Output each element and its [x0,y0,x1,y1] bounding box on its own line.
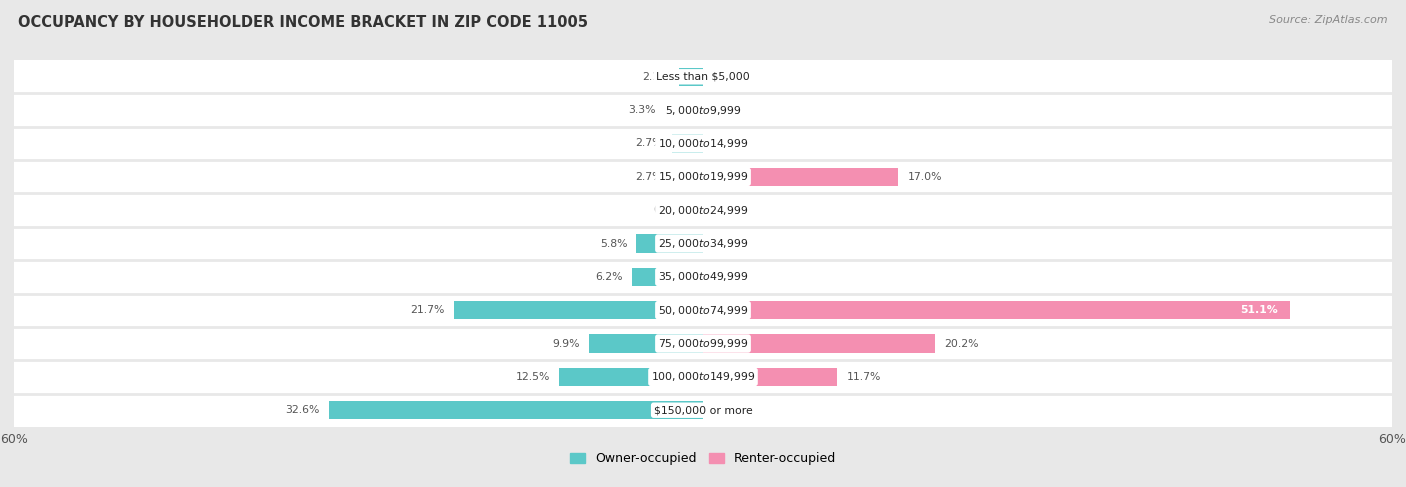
Text: $75,000 to $99,999: $75,000 to $99,999 [658,337,748,350]
Text: 9.9%: 9.9% [553,338,581,349]
Text: 12.5%: 12.5% [516,372,550,382]
Text: 11.7%: 11.7% [846,372,882,382]
FancyBboxPatch shape [14,60,1392,94]
Bar [672,134,703,152]
Bar [589,335,703,353]
Text: 0.0%: 0.0% [713,205,740,215]
FancyBboxPatch shape [14,160,1392,193]
Bar [703,168,898,186]
Text: 3.3%: 3.3% [628,105,657,115]
FancyBboxPatch shape [14,327,1392,360]
FancyBboxPatch shape [14,393,1392,427]
Legend: Owner-occupied, Renter-occupied: Owner-occupied, Renter-occupied [565,448,841,470]
Text: OCCUPANCY BY HOUSEHOLDER INCOME BRACKET IN ZIP CODE 11005: OCCUPANCY BY HOUSEHOLDER INCOME BRACKET … [18,15,588,30]
Text: 51.1%: 51.1% [1240,305,1278,315]
Text: $20,000 to $24,999: $20,000 to $24,999 [658,204,748,217]
Bar [560,368,703,386]
Text: $25,000 to $34,999: $25,000 to $34,999 [658,237,748,250]
Text: 0.55%: 0.55% [652,205,688,215]
Bar [454,301,703,319]
FancyBboxPatch shape [14,127,1392,160]
FancyBboxPatch shape [14,193,1392,227]
Text: 0.0%: 0.0% [713,105,740,115]
Bar [697,201,703,219]
Text: 21.7%: 21.7% [411,305,444,315]
Bar [329,401,703,419]
FancyBboxPatch shape [14,260,1392,294]
Bar [703,301,1289,319]
Text: 5.8%: 5.8% [600,239,627,248]
Text: $50,000 to $74,999: $50,000 to $74,999 [658,304,748,317]
Bar [672,168,703,186]
Bar [637,234,703,253]
Text: 0.0%: 0.0% [713,239,740,248]
Text: 6.2%: 6.2% [595,272,623,282]
FancyBboxPatch shape [14,94,1392,127]
Text: Less than $5,000: Less than $5,000 [657,72,749,82]
Text: 32.6%: 32.6% [285,405,319,415]
Text: $150,000 or more: $150,000 or more [654,405,752,415]
FancyBboxPatch shape [14,227,1392,260]
Text: 0.0%: 0.0% [713,272,740,282]
Bar [631,268,703,286]
Text: 20.2%: 20.2% [945,338,979,349]
Text: 0.0%: 0.0% [713,138,740,149]
Text: 0.0%: 0.0% [713,72,740,82]
Text: $15,000 to $19,999: $15,000 to $19,999 [658,170,748,183]
Text: $35,000 to $49,999: $35,000 to $49,999 [658,270,748,283]
Text: 2.7%: 2.7% [636,138,662,149]
Text: 2.7%: 2.7% [636,172,662,182]
Bar [703,335,935,353]
Text: $100,000 to $149,999: $100,000 to $149,999 [651,371,755,383]
Bar [679,68,703,86]
FancyBboxPatch shape [14,294,1392,327]
Text: 17.0%: 17.0% [907,172,942,182]
Text: $10,000 to $14,999: $10,000 to $14,999 [658,137,748,150]
Text: Source: ZipAtlas.com: Source: ZipAtlas.com [1270,15,1388,25]
Text: 0.0%: 0.0% [713,405,740,415]
FancyBboxPatch shape [14,360,1392,393]
Text: 2.1%: 2.1% [643,72,669,82]
Bar [665,101,703,119]
Bar [703,368,838,386]
Text: $5,000 to $9,999: $5,000 to $9,999 [665,104,741,116]
